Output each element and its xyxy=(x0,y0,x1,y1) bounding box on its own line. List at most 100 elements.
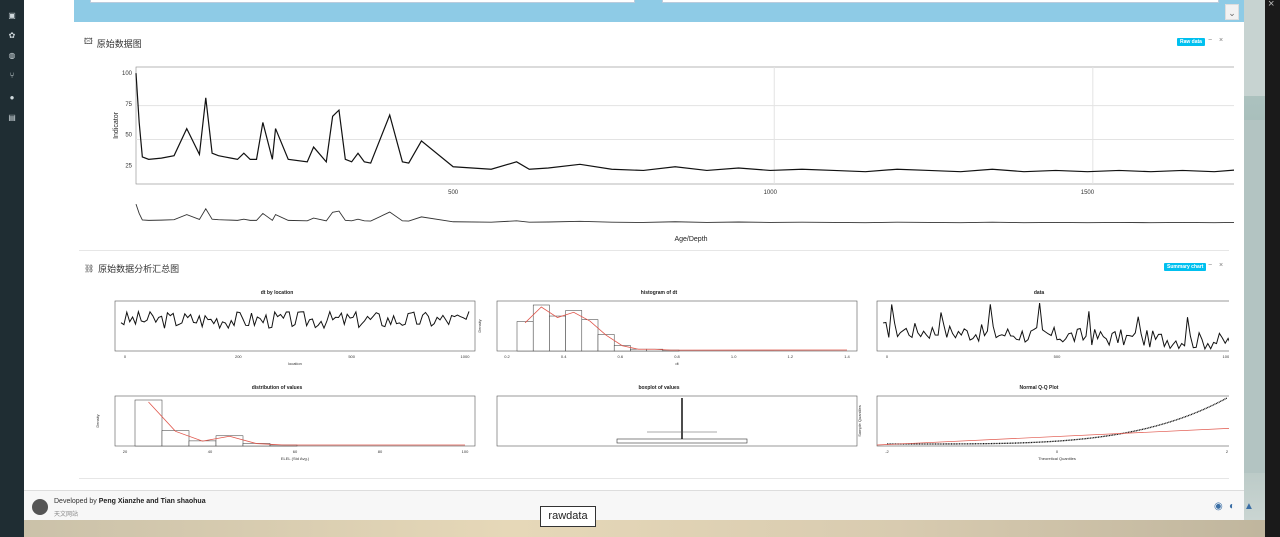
tooltip-rawdata: rawdata xyxy=(540,506,596,527)
x-tick-label: 0.6 xyxy=(618,354,624,359)
plot-frame xyxy=(496,395,858,447)
y-axis-label: Indicator xyxy=(113,111,120,139)
x-tick-label: 1500 xyxy=(1081,190,1095,196)
panel-divider xyxy=(79,478,1229,479)
eye-icon[interactable]: ◐ xyxy=(1229,501,1236,512)
scrollbar-thumb[interactable] xyxy=(1244,0,1265,96)
raw-panel-title-text: 原始数据图 xyxy=(96,38,142,49)
x-tick-label: 0.2 xyxy=(504,354,510,359)
close-icon[interactable]: × xyxy=(1268,0,1275,10)
globe-icon[interactable]: ◍ xyxy=(8,51,16,60)
qq-line xyxy=(876,428,1229,446)
plot-frame xyxy=(135,66,1234,185)
x-axis-label: dt xyxy=(675,361,679,366)
bar xyxy=(134,399,163,447)
scrollbar[interactable] xyxy=(1244,0,1265,537)
close-icon[interactable]: × xyxy=(1219,262,1224,269)
bar xyxy=(161,430,190,447)
x-axis-label: Age/Depth xyxy=(674,236,707,243)
y-axis-label: Sample Quantiles xyxy=(857,405,862,437)
minimize-icon[interactable]: − xyxy=(1208,37,1213,44)
summary-chart-badge[interactable]: Summary chart xyxy=(1164,263,1207,271)
close-icon[interactable]: × xyxy=(1219,37,1224,44)
minimize-icon[interactable]: − xyxy=(1208,262,1213,269)
bar xyxy=(188,440,217,447)
chart-title: histogram of dt xyxy=(641,290,678,296)
series-line xyxy=(120,309,470,330)
y-axis-label: Density xyxy=(95,414,100,427)
x-tick-label: 60 xyxy=(293,449,298,454)
graduation-cap-icon[interactable]: ▲ xyxy=(1244,501,1254,512)
plot-frame xyxy=(876,395,1229,447)
right-bar: × xyxy=(1265,0,1280,537)
y-tick-label: 100 xyxy=(122,71,133,77)
window-icon[interactable]: ▤ xyxy=(8,113,16,122)
box xyxy=(616,438,748,444)
x-tick-label: 100 xyxy=(462,449,469,454)
x-tick-label: 40 xyxy=(208,449,213,454)
qq-points xyxy=(886,397,1228,445)
summary-chart-6: Normal Q-Q Plot -2 0 2 Theoretical Quantiles… xyxy=(857,385,1229,461)
panel-divider xyxy=(79,250,1229,251)
footer-subtitle: 天文网站 xyxy=(54,512,79,518)
raw-panel-title: 🖾 原始数据图 xyxy=(84,36,142,50)
summary-panel-title: ⛓ 原始数据分析汇总图 xyxy=(84,262,179,275)
x-axis-label: location xyxy=(288,361,302,366)
top-input-strip xyxy=(74,0,1259,22)
x-tick-label: 0.4 xyxy=(561,354,567,359)
developer-credit: Developed by Peng Xianzhe and Tian shaoh… xyxy=(54,498,206,505)
summary-panel-title-text: 原始数据分析汇总图 xyxy=(98,264,180,274)
bar xyxy=(215,435,244,447)
y-tick-label: 50 xyxy=(125,133,132,139)
x-axis-label: ELEL (Std Avg.) xyxy=(281,456,310,461)
x-tick-label: 1000 xyxy=(1223,354,1229,359)
branch-icon[interactable]: ⑂ xyxy=(9,71,15,80)
series-line xyxy=(882,302,1229,351)
y-tick-label: 75 xyxy=(125,102,132,108)
density-curve xyxy=(148,401,466,446)
bar xyxy=(565,310,583,352)
x-tick-label: 1.4 xyxy=(844,354,850,359)
chevron-down-icon[interactable]: ⌄ xyxy=(1225,4,1239,20)
chart-title: boxplot of values xyxy=(638,385,679,391)
summary-chart-1: dt by location 0 200 500 1000 location xyxy=(114,290,476,366)
bar xyxy=(597,334,615,352)
x-tick-label: 0 xyxy=(124,354,127,359)
developed-by-label: Developed by xyxy=(54,498,97,505)
density-curve xyxy=(524,306,848,351)
raw-data-chart: 100 75 50 25 500 1000 1500 Indicator Age/Depth xyxy=(113,66,1234,243)
x-axis-label: Theoretical Quantiles xyxy=(1038,456,1076,461)
image-icon: 🖾 xyxy=(84,37,93,46)
bar xyxy=(549,315,566,352)
github-icon[interactable]: ◉ xyxy=(1214,501,1223,512)
developer-names: Peng Xianzhe and Tian shaohua xyxy=(98,498,206,505)
settings-icon[interactable]: ✿ xyxy=(8,31,16,40)
bar xyxy=(581,319,599,352)
dashboard-icon[interactable]: ▣ xyxy=(8,11,16,20)
x-tick-label: 1.0 xyxy=(731,354,737,359)
y-axis-label: Density xyxy=(477,319,482,332)
background-bottom xyxy=(0,520,1280,537)
x-tick-label: 20 xyxy=(123,449,128,454)
apple-icon[interactable]: ● xyxy=(9,93,15,102)
avatar xyxy=(32,499,48,515)
summary-chart-2: histogram of dt 0.2 0.4 0.6 0.8 1.0 1.2 1.4 dt De… xyxy=(477,290,858,366)
top-input-left[interactable] xyxy=(90,0,635,3)
x-tick-label: 0.8 xyxy=(674,354,680,359)
series-line xyxy=(135,73,1234,173)
raw-data-badge[interactable]: Raw data xyxy=(1177,38,1205,46)
footer: Developed by Peng Xianzhe and Tian shaoh… xyxy=(24,490,1254,520)
plot-frame xyxy=(876,300,1229,352)
top-input-right[interactable] xyxy=(662,0,1219,3)
x-tick-label: 80 xyxy=(378,449,383,454)
summary-chart-4: distribution of values 20 40 60 80 100 ELEL (S… xyxy=(95,385,476,461)
bar xyxy=(532,304,550,352)
x-tick-label: 500 xyxy=(448,190,459,196)
summary-chart-5: boxplot of values xyxy=(496,385,858,447)
left-sidebar: ▣ ✿ ◍ ⑂ ● ▤ xyxy=(0,0,24,537)
chart-title: distribution of values xyxy=(252,385,303,391)
chart-title: dt by location xyxy=(261,290,294,296)
overview-line xyxy=(135,204,1234,224)
bar xyxy=(613,345,631,352)
